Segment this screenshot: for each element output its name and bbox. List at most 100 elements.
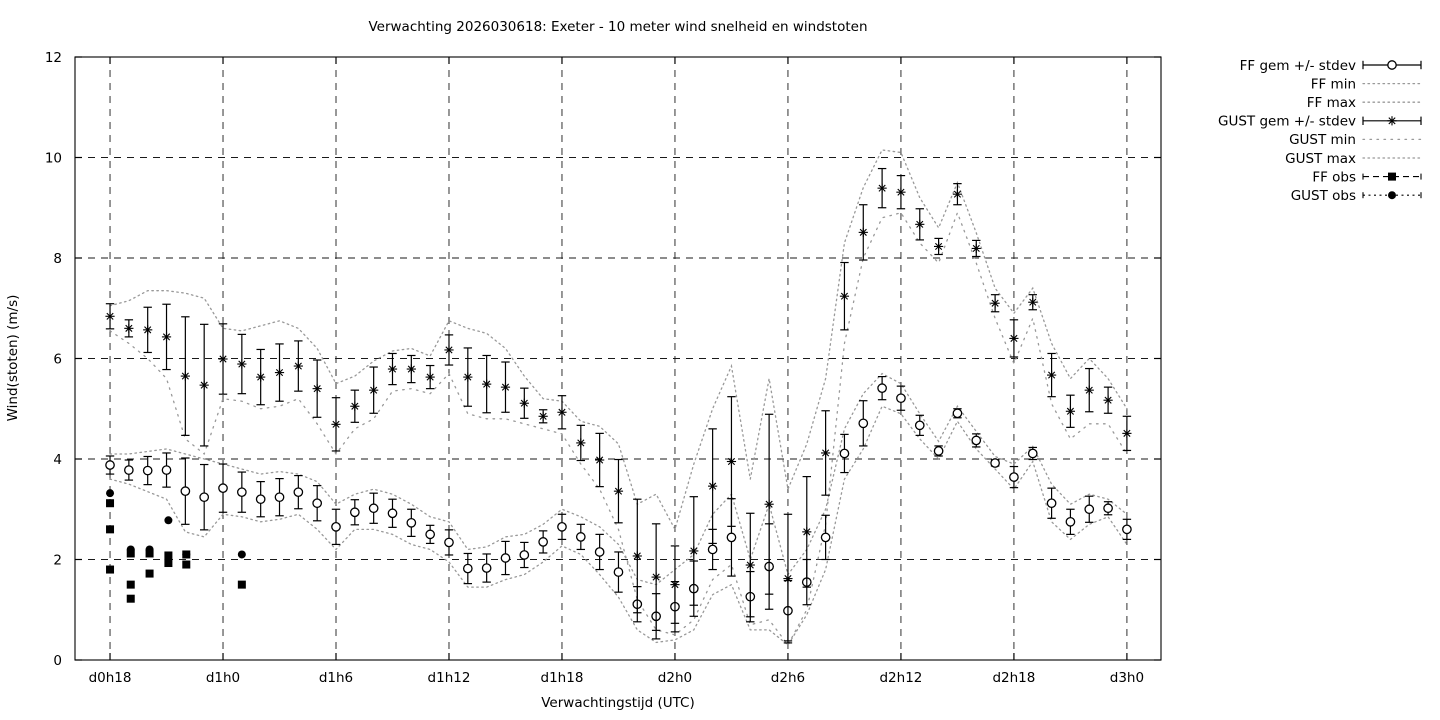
asterisk-marker [651,572,661,582]
asterisk-marker [745,560,755,570]
circle-marker [707,544,718,555]
circle-marker [481,563,492,573]
circle-marker [858,418,869,429]
asterisk-marker [783,573,793,584]
y-tick-label: 10 [45,150,62,166]
axes: 0 2 4 6 8 10 12 d0h18 d1h0 d1h6 d1h12 d1h18 d2h0 d2h6… [45,50,1162,686]
circle-marker [124,465,134,475]
chart-title: Verwachting 2026030618: Exeter - 10 mete… [368,19,867,35]
dot-marker [164,516,173,525]
asterisk-marker [821,448,831,458]
square-marker [145,549,154,558]
circle-marker [142,465,153,476]
circle-marker [218,483,228,493]
legend-entry-gust-max: GUST max [1285,151,1422,167]
asterisk-marker [1028,297,1038,307]
asterisk-marker [576,438,586,448]
y-tick-label: 0 [53,653,62,669]
circle-marker [1122,524,1132,535]
circle-marker [161,465,172,475]
square-marker [182,560,191,569]
x-tick-label: d2h6 [771,670,805,686]
circle-marker [312,498,323,509]
y-tick-label: 2 [53,552,62,568]
asterisk-marker [105,311,115,321]
square-marker [126,580,135,589]
asterisk-marker [482,379,492,389]
legend-label: GUST obs [1291,188,1356,204]
x-axis-label: Verwachtingstijd (UTC) [541,695,695,711]
square-marker [126,594,135,603]
circle-marker [990,458,1000,468]
circle-marker [331,521,341,532]
circle-marker [575,532,586,542]
asterisk-marker [237,359,247,369]
y-tick-label: 12 [45,50,62,66]
square-marker [106,499,115,508]
asterisk-marker [1065,406,1076,416]
circle-marker [613,567,624,577]
asterisk-marker [896,187,906,197]
asterisk-marker [1084,385,1094,395]
asterisk-marker [1387,116,1397,126]
legend-label: FF gem +/- stdev [1240,58,1356,74]
circle-marker [255,494,266,505]
square-marker [164,551,173,560]
legend-entry-gust-min: GUST min [1289,132,1422,148]
y-tick-label: 4 [53,452,62,468]
asterisk-marker [915,219,925,229]
dot-marker [106,489,115,498]
x-tick-label: d3h0 [1110,670,1144,686]
asterisk-marker [595,455,605,465]
asterisk-marker [952,189,963,199]
y-axis-label: Wind(stoten) (m/s) [5,295,21,422]
circle-marker [820,532,831,543]
circle-marker [896,393,906,404]
circle-marker [971,435,982,446]
asterisk-marker [274,367,285,378]
circle-marker [538,537,548,547]
asterisk-marker [670,580,680,590]
legend-label: GUST min [1289,132,1356,148]
asterisk-marker [538,411,548,421]
circle-marker [519,550,530,560]
square-marker [106,565,115,574]
asterisk-marker [256,372,266,382]
series-gust-obs [106,489,246,559]
circle-marker [349,507,360,518]
asterisk-marker [463,372,473,382]
circle-marker [425,529,436,540]
circle-marker [236,487,247,498]
x-tick-label: d1h6 [319,670,353,686]
dot-marker [145,545,154,554]
circle-marker [180,486,191,497]
series-ff-min [109,405,1128,646]
asterisk-marker [802,527,812,537]
legend-entry-ff-gem: FF gem +/- stdev [1240,58,1422,74]
series-gust-max [109,149,1128,532]
asterisk-marker [1046,370,1057,380]
asterisk-marker [312,384,322,394]
asterisk-marker [350,401,360,411]
legend-entry-gust-obs: GUST obs [1291,188,1422,204]
circle-marker [1046,498,1057,509]
x-tick-label: d1h18 [541,670,584,686]
square-marker [106,525,115,534]
circle-marker [1084,504,1095,515]
dot-marker [237,550,246,559]
circle-marker [387,508,398,519]
x-tick-label: d2h18 [992,670,1035,686]
x-tick-label: d1h12 [428,670,471,686]
asterisk-marker [613,486,624,496]
circle-marker [726,532,737,543]
asterisk-marker [124,323,134,333]
asterisk-marker [877,183,887,193]
circle-marker [594,547,605,557]
circle-marker [1009,472,1019,482]
legend-label: FF min [1311,76,1356,92]
circle-marker [952,408,963,419]
asterisk-marker [161,332,172,342]
series-gust-gem [105,167,1132,644]
y-tick-label: 6 [53,351,62,367]
asterisk-marker [689,546,699,556]
